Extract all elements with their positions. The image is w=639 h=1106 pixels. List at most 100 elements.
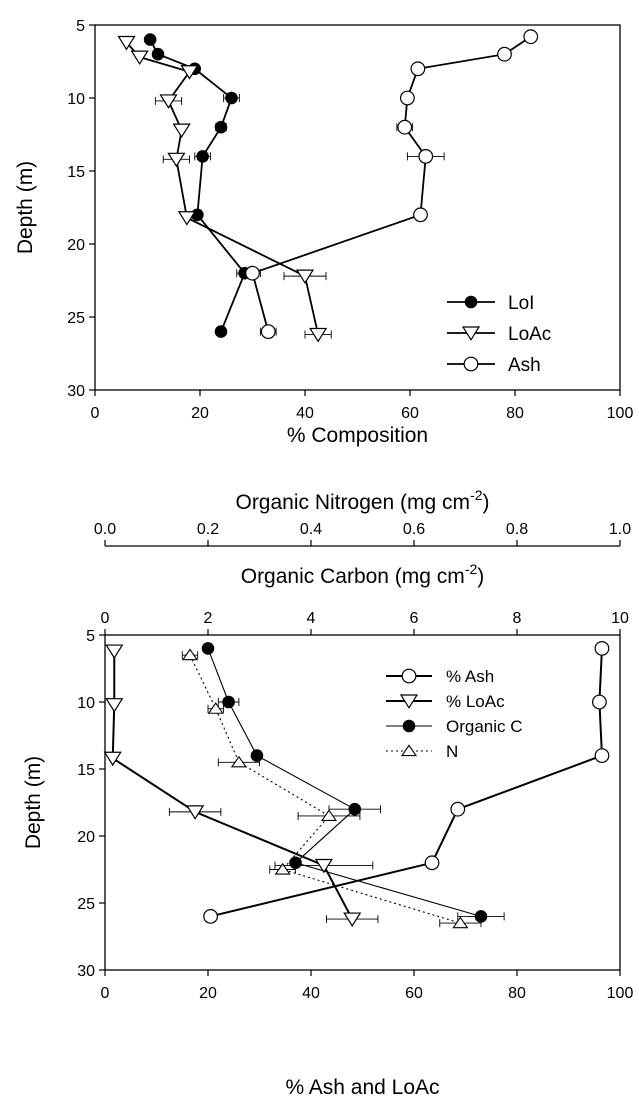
data-point [497,46,512,62]
data-point [105,698,124,713]
nitrogen-axis-title-close: ) [483,491,490,514]
data-point [397,119,413,135]
data-point [274,862,291,875]
x-tick-label: 60 [405,985,423,1002]
series-n [181,648,482,929]
x-tick-label: 0 [101,985,110,1002]
plot-frame [94,24,621,391]
y-tick-label: 20 [67,237,85,254]
x-tick-label: 0 [91,405,100,422]
nitrogen-tick-label: 1.0 [609,521,631,538]
data-point [222,695,235,709]
data-point [592,694,607,710]
legend: LoI LoAc Ash [447,293,551,376]
carbon-tick-label: 8 [513,610,522,627]
y-tick-label: 5 [76,18,85,35]
plot-frame [104,634,621,971]
series-organic-c [201,642,505,923]
data-point [230,755,247,768]
data-point [177,211,196,226]
legend-marker [464,295,478,309]
legend-marker [401,668,417,684]
nitrogen-axis-title: Organic Nitrogen (mg cm-2) [235,487,489,514]
data-point [181,648,199,661]
y-tick-label: 25 [77,896,95,913]
data-point [105,644,124,660]
carbon-tick-label: 6 [410,610,419,627]
y-tick-label: 20 [77,829,95,846]
data-point [450,801,466,817]
data-point [320,809,338,822]
y-tick-label: 30 [67,383,85,400]
data-point [452,916,469,929]
nitrogen-tick-label: 0.6 [403,521,425,538]
series-line [207,648,482,917]
legend-marker [399,694,419,709]
x-tick-label: 20 [199,985,217,1002]
data-point [203,909,218,924]
series-loac [117,35,332,343]
legend-marker [463,356,479,372]
data-point [594,748,610,763]
data-point [424,855,440,871]
data-point [167,152,186,168]
data-point [594,641,610,656]
data-point [151,47,165,61]
legend-label: LoI [508,293,534,314]
carbon-axis-title-main: Organic Carbon (mg cm [241,565,465,588]
x-axis-title: % Ash and LoAc [285,1076,439,1099]
legend-label: N [446,742,458,761]
carbon-tick-label: 2 [204,610,213,627]
nitrogen-axis-title-sup: -2 [470,487,483,503]
data-point [225,91,238,105]
y-tick-label: 5 [86,628,95,645]
data-point [103,751,122,767]
data-point [207,702,224,714]
series-ash [244,29,539,340]
carbon-tick-label: 10 [611,610,629,627]
x-tick-label: 60 [401,405,419,422]
legend-label: Organic C [446,717,523,736]
data-point [295,269,315,285]
data-point [186,805,205,820]
carbon-axis-title-sup: -2 [465,561,478,577]
data-point [196,150,209,163]
series-line [125,41,320,335]
data-point [159,94,178,109]
x-tick-label: 80 [508,985,526,1002]
legend: % Ash % LoAc Organic C N [386,667,523,761]
x-tick-label: 80 [506,405,524,422]
nitrogen-tick-label: 0.0 [94,521,116,538]
y-tick-label: 30 [77,963,95,980]
data-point [260,324,276,340]
data-point [410,61,426,77]
legend-marker [400,744,418,757]
data-point [343,912,362,928]
carbon-tick-label: 0 [101,610,110,627]
nitrogen-tick-label: 0.2 [197,521,219,538]
nitrogen-tick-label: 0.8 [506,521,528,538]
series-line [149,39,246,332]
series-line [189,654,461,924]
nitrogen-axis-title-main: Organic Nitrogen (mg cm [235,491,470,514]
data-point [250,749,264,762]
legend-label: Ash [508,355,541,376]
x-tick-label: 20 [191,405,209,422]
data-point [172,123,191,139]
data-point [201,642,215,655]
legend-label: % Ash [446,667,494,686]
data-point [413,207,428,223]
chart-composition: 0 20 40 60 80 100 5 10 15 20 25 30 % Composition Dept… [14,18,633,447]
y-axis-title: Depth (m) [22,756,45,849]
legend-label: LoAc [508,324,551,345]
series-line [111,651,354,920]
y-tick-label: 10 [77,695,95,712]
data-point [117,35,136,51]
y-tick-label: 15 [67,164,85,181]
series-line [210,648,604,918]
y-tick-label: 15 [77,762,95,779]
series-loi [143,33,253,338]
carbon-axis-title-close: ) [477,565,484,588]
data-point [143,33,157,46]
